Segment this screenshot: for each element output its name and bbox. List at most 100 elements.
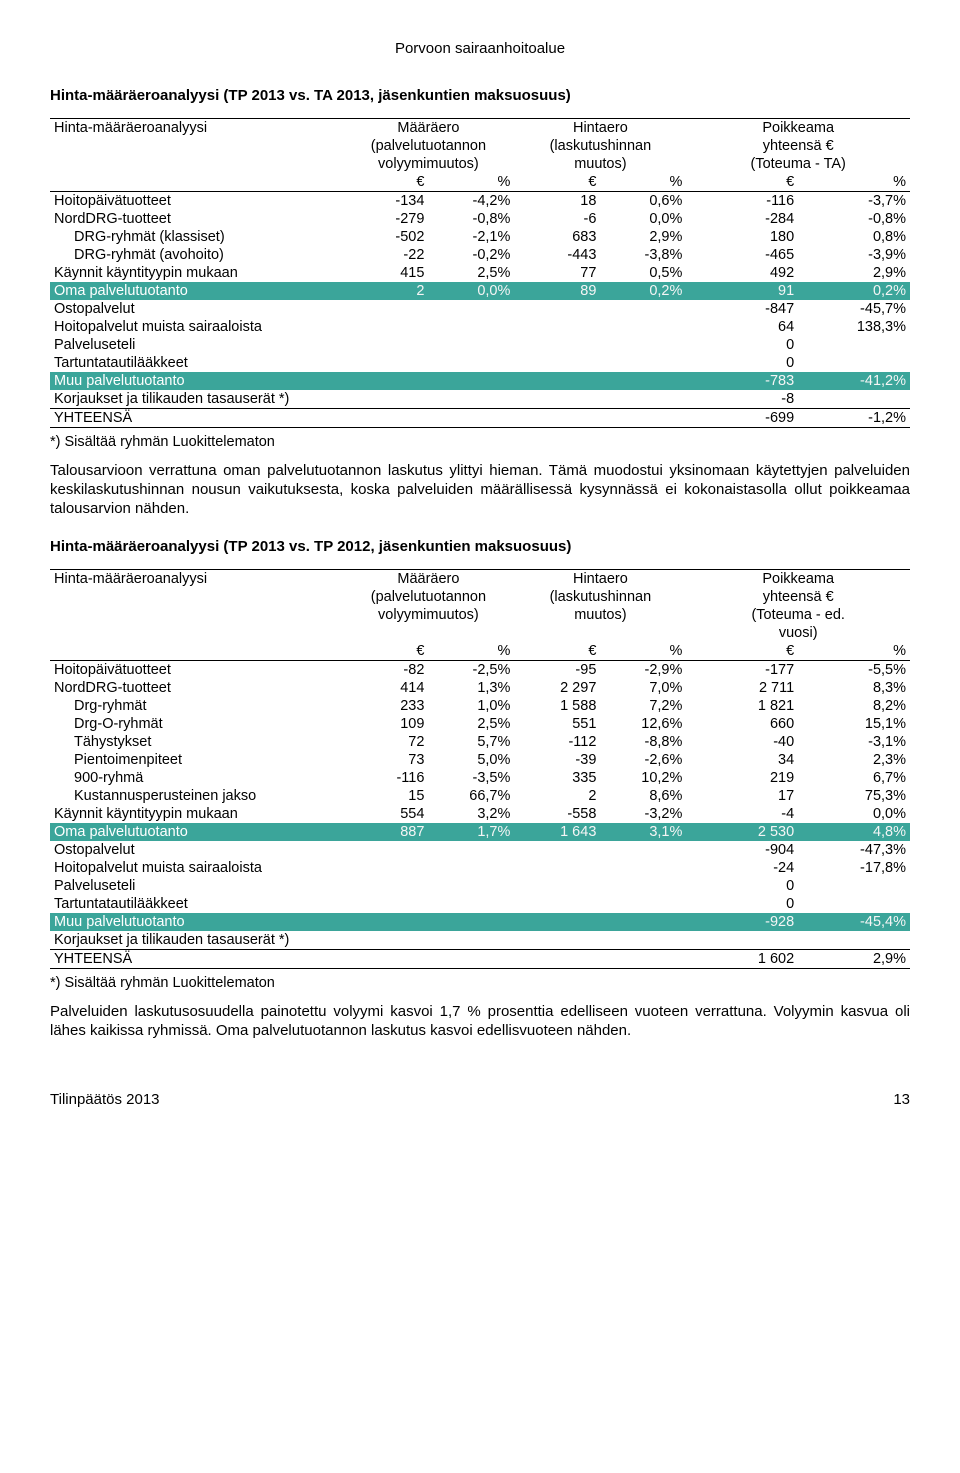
table-row: Kustannusperusteinen jakso1566,7%28,6%17… xyxy=(50,787,910,805)
cell xyxy=(342,409,428,428)
cell xyxy=(428,859,514,877)
cell: -1,2% xyxy=(798,409,910,428)
cell: 335 xyxy=(514,769,600,787)
cell: -2,9% xyxy=(600,661,686,680)
cell: 2 530 xyxy=(686,823,798,841)
row-label: Ostopalvelut xyxy=(50,300,342,318)
paragraph1: Talousarvioon verrattuna oman palvelutuo… xyxy=(50,462,910,518)
cell xyxy=(600,336,686,354)
cell: 2,9% xyxy=(600,228,686,246)
t2-c3c: (Toteuma - ed. xyxy=(686,606,910,624)
cell xyxy=(600,300,686,318)
t2-hl1: Oma palvelutuotanto 887 1,7% 1 643 3,1% … xyxy=(50,823,910,841)
cell: -41,2% xyxy=(798,372,910,390)
cell: 0,6% xyxy=(600,192,686,211)
row-label: Kustannusperusteinen jakso xyxy=(50,787,342,805)
row-label: Korjaukset ja tilikauden tasauserät *) xyxy=(50,931,342,950)
t2-head-label: Hinta-määräeroanalyysi xyxy=(50,570,342,643)
t2-c3d: vuosi) xyxy=(686,624,910,642)
table-row: 900-ryhmä-116-3,5%33510,2%2196,7% xyxy=(50,769,910,787)
cell: 1,0% xyxy=(428,697,514,715)
cell: -39 xyxy=(514,751,600,769)
section2-title: Hinta-määräeroanalyysi (TP 2013 vs. TP 2… xyxy=(50,538,910,555)
cell xyxy=(342,931,428,950)
cell xyxy=(428,318,514,336)
cell: 89 xyxy=(514,282,600,300)
row-label: Tartuntatautilääkkeet xyxy=(50,354,342,372)
table-row: Palveluseteli0 xyxy=(50,877,910,895)
cell: 233 xyxy=(342,697,428,715)
row-label: 900-ryhmä xyxy=(50,769,342,787)
cell xyxy=(342,390,428,409)
table2: Hinta-määräeroanalyysi Määräero Hintaero… xyxy=(50,569,910,969)
t2-u5: € xyxy=(686,642,798,661)
row-label: Drg-O-ryhmät xyxy=(50,715,342,733)
cell: 6,7% xyxy=(798,769,910,787)
cell xyxy=(342,859,428,877)
t2-u6: % xyxy=(798,642,910,661)
cell: -22 xyxy=(342,246,428,264)
cell: -0,8% xyxy=(428,210,514,228)
cell: -928 xyxy=(686,913,798,931)
cell: 0 xyxy=(686,895,798,913)
t1-u5: € xyxy=(686,173,798,192)
cell xyxy=(514,390,600,409)
cell: 415 xyxy=(342,264,428,282)
table-row: DRG-ryhmät (klassiset)-502-2,1%6832,9%18… xyxy=(50,228,910,246)
cell: 15,1% xyxy=(798,715,910,733)
cell xyxy=(514,931,600,950)
cell: 10,2% xyxy=(600,769,686,787)
cell xyxy=(514,877,600,895)
cell: 18 xyxy=(514,192,600,211)
footer-left: Tilinpäätös 2013 xyxy=(50,1091,160,1108)
cell: -2,1% xyxy=(428,228,514,246)
cell: 64 xyxy=(686,318,798,336)
cell: 138,3% xyxy=(798,318,910,336)
cell: 4,8% xyxy=(798,823,910,841)
cell xyxy=(428,372,514,390)
cell: -47,3% xyxy=(798,841,910,859)
t1-head-label: Hinta-määräeroanalyysi xyxy=(50,119,342,174)
cell: -3,1% xyxy=(798,733,910,751)
table-row: Korjaukset ja tilikauden tasauserät *)-8 xyxy=(50,390,910,409)
cell: 1,7% xyxy=(428,823,514,841)
cell xyxy=(514,318,600,336)
cell xyxy=(798,931,910,950)
t1-u1: € xyxy=(342,173,428,192)
cell: 72 xyxy=(342,733,428,751)
cell: 3,1% xyxy=(600,823,686,841)
cell xyxy=(428,931,514,950)
t2-c3a: Poikkeama xyxy=(686,570,910,589)
table-row: NordDRG-tuotteet4141,3%2 2977,0%2 7118,3… xyxy=(50,679,910,697)
cell: 5,0% xyxy=(428,751,514,769)
row-label: Tartuntatautilääkkeet xyxy=(50,895,342,913)
table-row: Korjaukset ja tilikauden tasauserät *) xyxy=(50,931,910,950)
cell xyxy=(600,859,686,877)
cell: -45,4% xyxy=(798,913,910,931)
cell: -904 xyxy=(686,841,798,859)
table-row: Tartuntatautilääkkeet0 xyxy=(50,354,910,372)
table-row: Käynnit käyntityypin mukaan4152,5%770,5%… xyxy=(50,264,910,282)
t1-c2c: muutos) xyxy=(514,155,686,173)
table-row: DRG-ryhmät (avohoito)-22-0,2%-443-3,8%-4… xyxy=(50,246,910,264)
t2-u4: % xyxy=(600,642,686,661)
cell: -502 xyxy=(342,228,428,246)
cell: 2 xyxy=(514,787,600,805)
cell xyxy=(342,895,428,913)
cell: -3,5% xyxy=(428,769,514,787)
t1-total-label: YHTEENSÄ xyxy=(50,409,342,428)
t2-total: YHTEENSÄ 1 602 2,9% xyxy=(50,950,910,969)
table-row: Drg-O-ryhmät1092,5%55112,6%66015,1% xyxy=(50,715,910,733)
row-label: Palveluseteli xyxy=(50,877,342,895)
t1-c2a: Hintaero xyxy=(514,119,686,138)
cell xyxy=(600,895,686,913)
cell: -5,5% xyxy=(798,661,910,680)
cell: -3,7% xyxy=(798,192,910,211)
cell: 2 xyxy=(342,282,428,300)
cell: -3,9% xyxy=(798,246,910,264)
cell xyxy=(428,841,514,859)
cell: 15 xyxy=(342,787,428,805)
table-row: Käynnit käyntityypin mukaan5543,2%-558-3… xyxy=(50,805,910,823)
cell: -116 xyxy=(686,192,798,211)
footer-page: 13 xyxy=(893,1091,910,1108)
